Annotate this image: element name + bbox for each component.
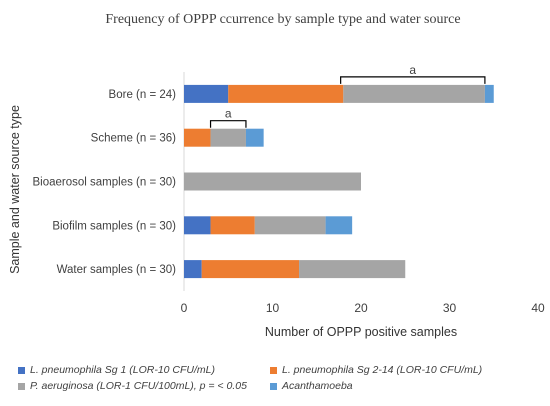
category-label: Biofilm samples (n = 30) — [52, 220, 176, 232]
category-label: Bore (n = 24) — [109, 89, 177, 101]
legend-swatch-sg1 — [18, 366, 25, 374]
significance-bracket — [340, 76, 486, 84]
bar-0-series-0 — [184, 84, 229, 103]
bar-4-series-2 — [299, 260, 406, 279]
category-label: Water samples (n = 30) — [57, 264, 177, 276]
bar-1-series-3 — [245, 128, 264, 147]
legend-swatch-sg2-14 — [270, 366, 277, 374]
legend-item-acanthamoeba: Acanthamoeba — [270, 380, 353, 392]
legend-label-acanthamoeba: Acanthamoeba — [282, 380, 353, 392]
bar-0-series-2 — [343, 84, 485, 103]
chart-title: Frequency of OPPP ccurrence by sample ty… — [105, 12, 460, 27]
bar-3-series-0 — [184, 216, 211, 235]
x-axis-title: Number of OPPP positive samples — [265, 325, 457, 339]
bar-1-series-1 — [184, 128, 211, 147]
bar-1-series-2 — [210, 128, 246, 147]
legend-label-sg2-14: L. pneumophila Sg 2-14 (LOR-10 CFU/mL) — [282, 364, 483, 376]
bar-3-series-1 — [210, 216, 255, 235]
category-label: Bioaerosol samples (n = 30) — [32, 177, 176, 189]
x-tick-label: 20 — [354, 301, 368, 315]
bar-3-series-2 — [254, 216, 326, 235]
bar-4-series-1 — [201, 260, 300, 279]
x-tick-label: 30 — [443, 301, 457, 315]
legend-swatch-acanthamoeba — [270, 382, 277, 390]
bar-3-series-3 — [325, 216, 353, 235]
y-axis-title: Sample and water source type — [8, 105, 22, 274]
legend-item-p-aeruginosa: P. aeruginosa (LOR-1 CFU/100mL), p = < 0… — [18, 380, 247, 392]
legend-item-sg1: L. pneumophila Sg 1 (LOR-10 CFU/mL) — [18, 364, 215, 376]
category-label: Scheme (n = 36) — [91, 133, 177, 145]
plot-area: Bore (n = 24) Scheme (n = 36) Bioaerosol s… — [32, 63, 545, 315]
bar-0-series-3 — [484, 84, 494, 103]
significance-label: a — [225, 107, 232, 121]
x-tick-label: 40 — [531, 301, 545, 315]
legend-label-sg1: L. pneumophila Sg 1 (LOR-10 CFU/mL) — [30, 364, 215, 376]
bar-4-series-0 — [184, 260, 202, 279]
legend-item-sg2-14: L. pneumophila Sg 2-14 (LOR-10 CFU/mL) — [270, 364, 482, 376]
x-tick-label: 10 — [266, 301, 280, 315]
significance-bracket — [209, 120, 247, 128]
bar-0-series-1 — [228, 84, 344, 103]
x-tick-label: 0 — [181, 301, 188, 315]
legend-label-p-aeruginosa: P. aeruginosa (LOR-1 CFU/100mL), p = < 0… — [30, 380, 247, 392]
legend-swatch-p-aeruginosa — [18, 382, 25, 390]
significance-label: a — [409, 63, 416, 77]
bar-2-series-2 — [184, 172, 361, 191]
